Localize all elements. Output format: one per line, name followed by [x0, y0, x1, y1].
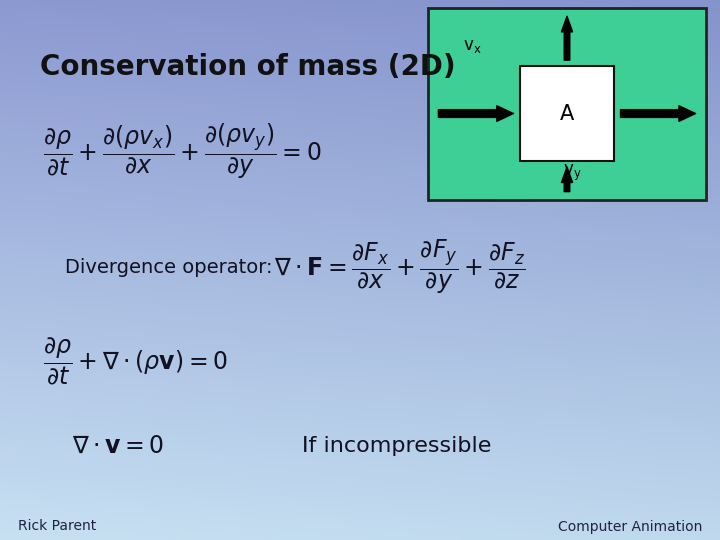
- Text: $\mathregular{v_y}$: $\mathregular{v_y}$: [563, 163, 582, 183]
- Text: $\nabla \cdot \mathbf{F} = \dfrac{\partial F_x}{\partial x} + \dfrac{\partial F_: $\nabla \cdot \mathbf{F} = \dfrac{\parti…: [274, 238, 525, 296]
- Text: Divergence operator:: Divergence operator:: [65, 258, 272, 277]
- Text: Rick Parent: Rick Parent: [18, 519, 96, 534]
- Text: Conservation of mass (2D): Conservation of mass (2D): [40, 53, 455, 82]
- Text: Computer Animation: Computer Animation: [557, 519, 702, 534]
- Text: $\dfrac{\partial \rho}{\partial t} + \nabla \cdot (\rho \mathbf{v}) = 0$: $\dfrac{\partial \rho}{\partial t} + \na…: [43, 336, 228, 387]
- Text: $\mathregular{v_x}$: $\mathregular{v_x}$: [464, 37, 482, 56]
- Bar: [428, 8, 706, 200]
- Text: $\dfrac{\partial \rho}{\partial t} + \dfrac{\partial (\rho v_x)}{\partial x} + \: $\dfrac{\partial \rho}{\partial t} + \df…: [43, 122, 322, 181]
- Bar: [520, 65, 614, 161]
- Text: If incompressible: If incompressible: [302, 435, 492, 456]
- Text: $\nabla \cdot \mathbf{v} = 0$: $\nabla \cdot \mathbf{v} = 0$: [72, 434, 164, 457]
- Text: A: A: [560, 104, 574, 124]
